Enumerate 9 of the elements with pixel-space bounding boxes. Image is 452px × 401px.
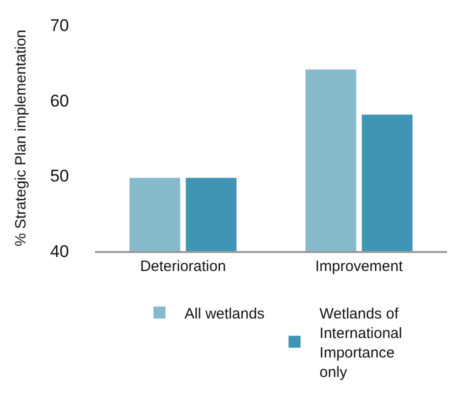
legend-label: Wetlands of International Importance only	[320, 305, 402, 381]
y-axis-title: % Strategic Plan implementation	[12, 30, 30, 246]
y-tick-label: 40	[50, 242, 69, 261]
x-tick-label: Improvement	[315, 258, 404, 275]
y-tick-label: 50	[50, 166, 69, 186]
y-tick-label: 60	[50, 91, 69, 110]
legend-label: All wetlands	[184, 305, 265, 322]
x-tick-label: Deterioration	[140, 258, 226, 275]
y-tick-label: 70	[50, 16, 69, 35]
